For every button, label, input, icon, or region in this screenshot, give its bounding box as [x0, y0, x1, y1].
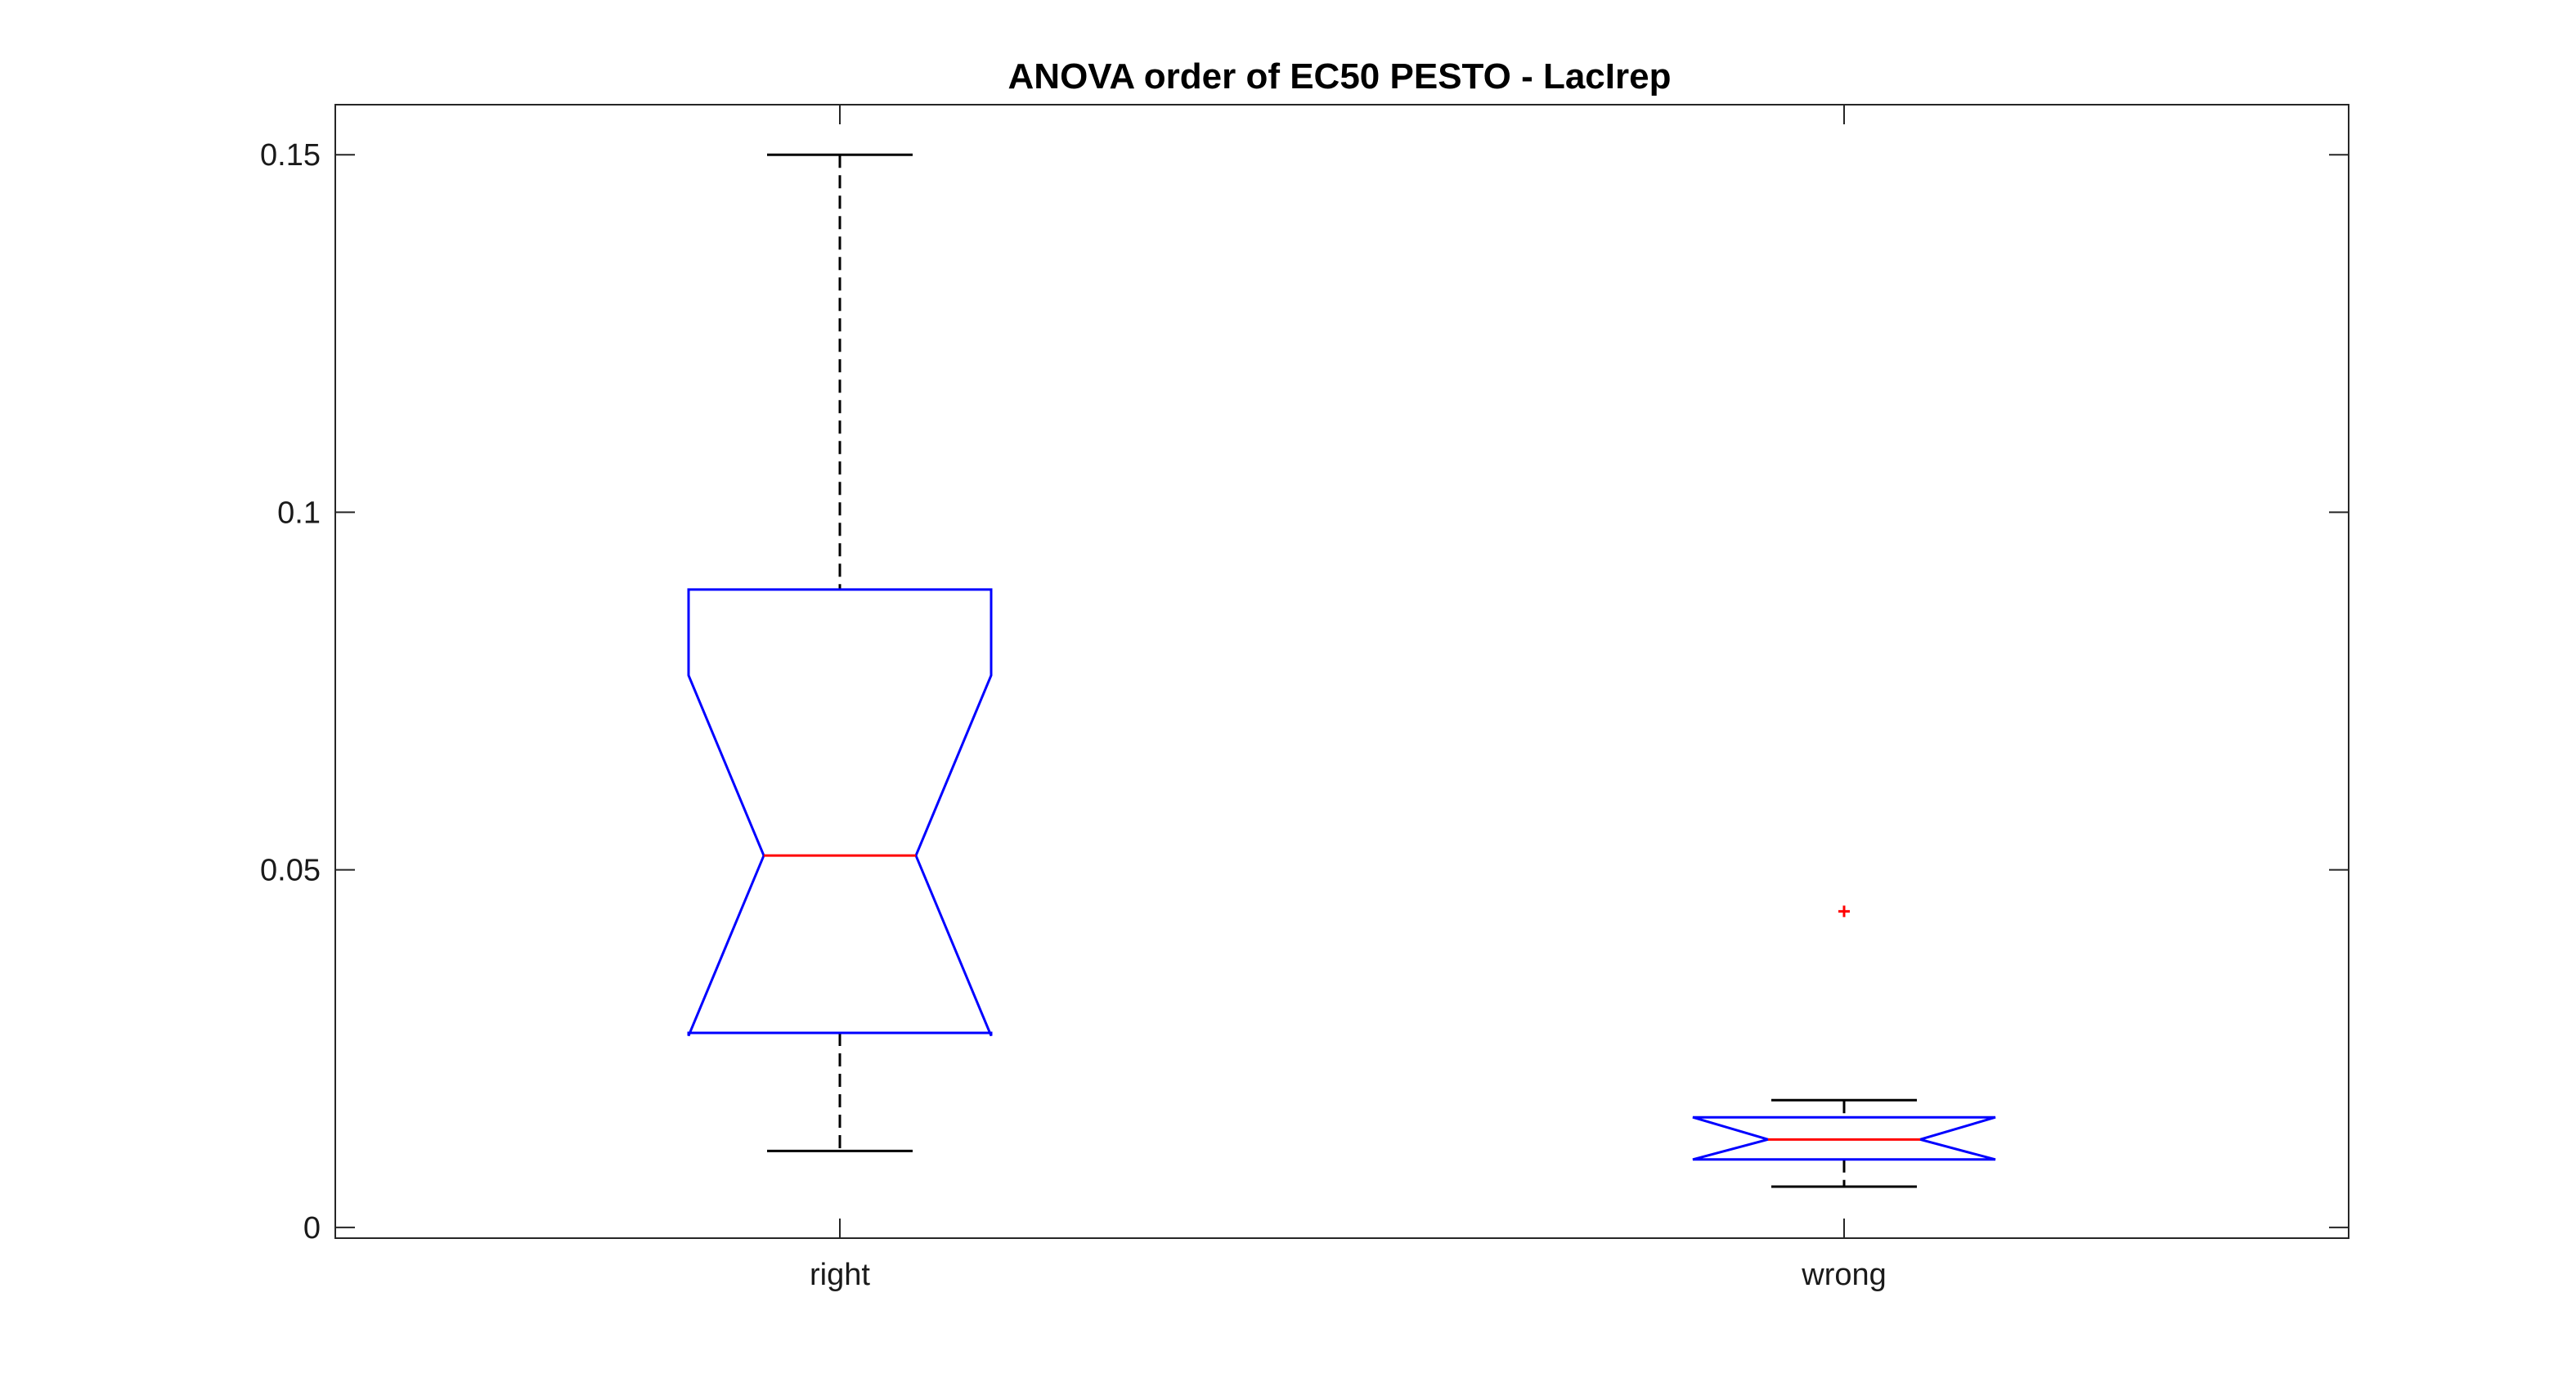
- notched-box: [687, 588, 993, 1037]
- y-tick-label: 0.05: [260, 854, 321, 888]
- y-tick-label: 0: [303, 1211, 321, 1246]
- y-tick-label: 0.15: [260, 138, 321, 173]
- axes: 0 0.05 0.1 0.15 right wrong: [260, 104, 2349, 1292]
- x-tick-label: wrong: [1801, 1258, 1887, 1292]
- outlier-marker: [1838, 905, 1850, 918]
- x-tick-label: right: [810, 1258, 870, 1292]
- box-right: [687, 153, 993, 1152]
- axes-frame: [334, 104, 2349, 1239]
- chart-title: ANOVA order of EC50 PESTO - LacIrep: [1008, 56, 1672, 97]
- y-tick-label: 0.1: [277, 496, 321, 530]
- box-wrong: [1692, 905, 1996, 1188]
- boxes: [687, 153, 1996, 1188]
